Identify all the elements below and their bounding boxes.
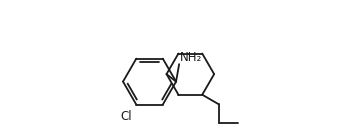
Text: Cl: Cl (121, 110, 132, 123)
Text: NH₂: NH₂ (180, 50, 202, 64)
